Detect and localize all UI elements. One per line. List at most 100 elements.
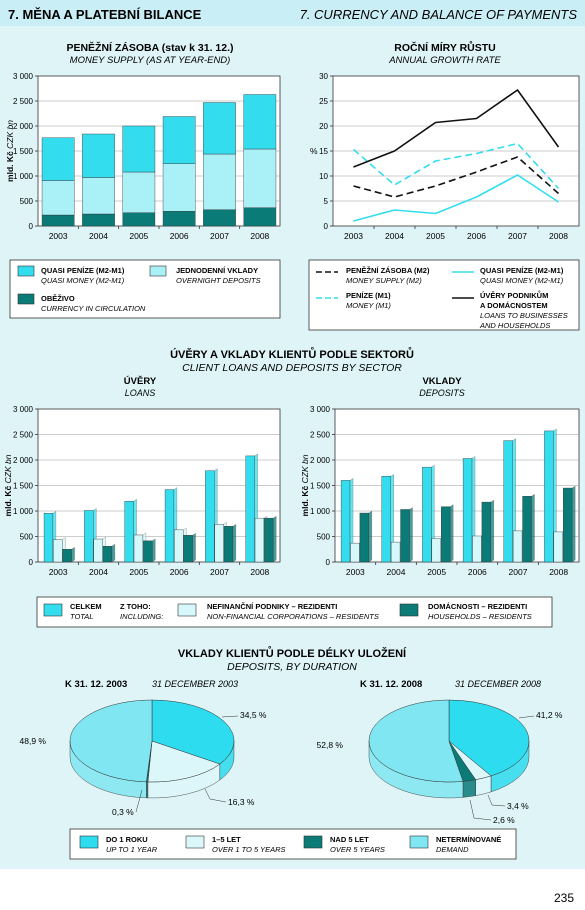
legend-box-duration: [69, 828, 517, 860]
bar-side: [71, 546, 75, 563]
bar-side: [531, 493, 535, 563]
x-tick-label: 2006: [170, 567, 189, 577]
y-axis-label-cz: mld. Kč: [5, 149, 15, 182]
page-number: 235: [554, 891, 574, 905]
y-tick-label: 0: [324, 222, 329, 231]
y-axis-label: mld. Kč CZK bn: [300, 454, 310, 516]
y-tick-label: 2 000: [13, 456, 34, 465]
bar: [563, 487, 573, 563]
bar: [122, 212, 156, 227]
bar: [214, 524, 224, 563]
legend-label: OBĚŽIVO: [41, 294, 75, 303]
y-tick-label: 1 500: [310, 482, 331, 491]
chart-subtitle: MONEY SUPPLY (AS AT YEAR-END): [70, 55, 231, 66]
bar: [264, 517, 274, 563]
x-tick-label: 2005: [129, 231, 148, 241]
bar: [359, 512, 370, 563]
y-tick-label: 15: [319, 147, 328, 156]
bar: [481, 501, 492, 563]
y-tick-label: 25: [319, 97, 328, 106]
chart-title: ROČNÍ MÍRY RŮSTU: [394, 40, 496, 54]
y-tick-label: 2 500: [13, 431, 34, 440]
legend-label-en: INCLUDING:: [120, 612, 163, 621]
x-tick-label: 2005: [426, 231, 445, 241]
legend-swatch: [17, 293, 35, 305]
x-tick-label: 2007: [509, 567, 528, 577]
bar: [124, 501, 134, 563]
chart-subtitle: 31 DECEMBER 2003: [152, 679, 238, 689]
section-loans-title-cz: ÚVĚRY A VKLADY KLIENTŮ PODLE SEKTORŮ: [170, 347, 414, 361]
legend-label-en: MONEY SUPPLY (M2): [346, 276, 422, 285]
bar: [162, 116, 196, 164]
legend-box-growth: [308, 259, 580, 331]
legend-label-en: NON-FINANCIAL CORPORATIONS – RESIDENTS: [207, 612, 379, 621]
bar: [422, 466, 432, 563]
pie-slice: [151, 699, 235, 765]
header-title-en: 7. CURRENCY AND BALANCE OF PAYMENTS: [300, 7, 578, 22]
bar: [41, 137, 75, 181]
pie-2008-chart: K 31. 12. 2008 31 DECEMBER 2008 41,2 % 3,4 …: [317, 679, 563, 825]
chart-title: ÚVĚRY: [124, 375, 157, 387]
y-tick-label: 1 000: [13, 172, 34, 181]
legend-label: DO 1 ROKU: [106, 835, 148, 844]
bar: [243, 148, 277, 208]
bar-side: [368, 510, 372, 563]
bar: [400, 509, 410, 563]
y-tick-label: 2 500: [310, 431, 331, 440]
pie-2003-chart: K 31. 12. 2003 31 DECEMBER 2003 34,5 % 16,3…: [20, 679, 267, 817]
y-tick-label: 500: [317, 533, 331, 542]
series-line: [352, 142, 560, 190]
y-tick-label: 3 000: [13, 72, 34, 81]
legend-label-en: DEMAND: [436, 845, 469, 854]
section-loans-title-en: CLIENT LOANS AND DEPOSITS BY SECTOR: [182, 362, 402, 374]
bar: [162, 163, 196, 212]
bar: [223, 526, 234, 563]
bar: [84, 510, 94, 563]
series-line: [353, 174, 559, 222]
y-tick-label: 20: [319, 122, 328, 131]
chart-title: K 31. 12. 2003: [65, 679, 127, 690]
bar: [431, 538, 441, 563]
bar: [43, 513, 54, 563]
y-tick-label: 500: [20, 197, 34, 206]
y-axis-label-en: CZK bn: [5, 120, 15, 149]
legend-label: NETERMÍNOVANÉ: [436, 835, 501, 844]
x-tick-label: 2005: [427, 567, 446, 577]
y-tick-label: 2 000: [310, 456, 331, 465]
x-tick-label: 2003: [49, 231, 68, 241]
pie-leader-line: [518, 715, 535, 719]
x-tick-label: 2003: [344, 231, 363, 241]
legend-swatch: [79, 835, 99, 849]
bar: [245, 455, 255, 563]
bar: [162, 211, 196, 227]
bar: [503, 440, 513, 563]
x-tick-label: 2007: [508, 231, 527, 241]
chart-title: VKLADY: [422, 376, 462, 387]
bar: [203, 102, 236, 155]
bar: [41, 214, 75, 227]
pie-label: 3,4 %: [507, 801, 529, 811]
pie-label: 48,9 %: [20, 736, 47, 746]
legend-label-en: OVERNIGHT DEPOSITS: [176, 276, 261, 285]
bar: [102, 545, 113, 563]
legend-box-sector: [36, 596, 553, 628]
legend-label-en: UP TO 1 YEAR: [106, 845, 158, 854]
bar: [203, 153, 236, 210]
legend-swatch: [17, 265, 35, 277]
pie-slice: [368, 699, 464, 783]
pie-leader-line: [469, 799, 492, 821]
y-axis-label-cz: mld. Kč: [3, 483, 13, 516]
section-deposits-title-cz: VKLADY KLIENTŮ PODLE DÉLKY ULOŽENÍ: [178, 646, 407, 660]
pie-slice: [69, 699, 153, 783]
bar: [544, 430, 554, 563]
pie-label: 52,8 %: [317, 740, 344, 750]
legend-label: QUASI PENÍZE (M2-M1): [480, 266, 564, 275]
y-tick-label: 3 000: [310, 405, 331, 414]
x-tick-label: 2004: [387, 567, 406, 577]
legend-label-en: QUASI MONEY (M2-M1): [41, 276, 125, 285]
bar: [93, 538, 103, 563]
bar-side: [409, 507, 413, 563]
x-tick-label: 2003: [346, 567, 365, 577]
bar-side: [152, 538, 156, 563]
x-tick-label: 2008: [549, 231, 568, 241]
